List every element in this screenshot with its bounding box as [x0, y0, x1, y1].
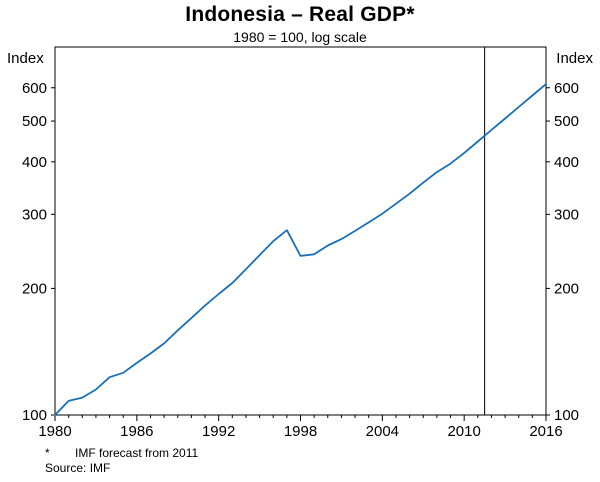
y-tick-label-right: 200: [554, 280, 579, 297]
y-tick-label-right: 400: [554, 154, 579, 171]
y-tick-label-right: 500: [554, 113, 579, 130]
gdp-line: [54, 83, 547, 416]
x-tick-label: 2010: [447, 423, 480, 440]
y-tick-label-left: 500: [22, 113, 47, 130]
x-tick-label: 2004: [366, 423, 399, 440]
x-tick-label: 1992: [202, 423, 235, 440]
y-tick-label-right: 300: [554, 206, 579, 223]
footnote-marker: *: [45, 446, 50, 460]
y-tick-label-left: 200: [22, 280, 47, 297]
x-tick-label: 1986: [120, 423, 153, 440]
chart-title: Indonesia – Real GDP*: [185, 3, 415, 26]
left-axis-unit-label: Index: [7, 50, 44, 67]
footnote-line: * IMF forecast from 2011: [45, 446, 198, 461]
y-tick-label-left: 600: [22, 80, 47, 97]
y-tick-label-right: 600: [554, 80, 579, 97]
source-line: Source: IMF: [45, 461, 111, 475]
x-tick-label: 1998: [284, 423, 317, 440]
x-tick-label: 1980: [38, 423, 71, 440]
x-tick-label: 2016: [529, 423, 562, 440]
y-tick-label-left: 300: [22, 206, 47, 223]
y-tick-label-right: 100: [554, 407, 579, 424]
right-axis-unit-label: Index: [556, 50, 593, 67]
y-tick-label-left: 400: [22, 154, 47, 171]
y-tick-label-left: 100: [22, 407, 47, 424]
plot-border: [54, 46, 547, 416]
footnotes: * IMF forecast from 2011 Source: IMF: [45, 446, 198, 476]
footnote-text: IMF forecast from 2011: [75, 446, 199, 460]
chart-subtitle: 1980 = 100, log scale: [233, 29, 367, 45]
